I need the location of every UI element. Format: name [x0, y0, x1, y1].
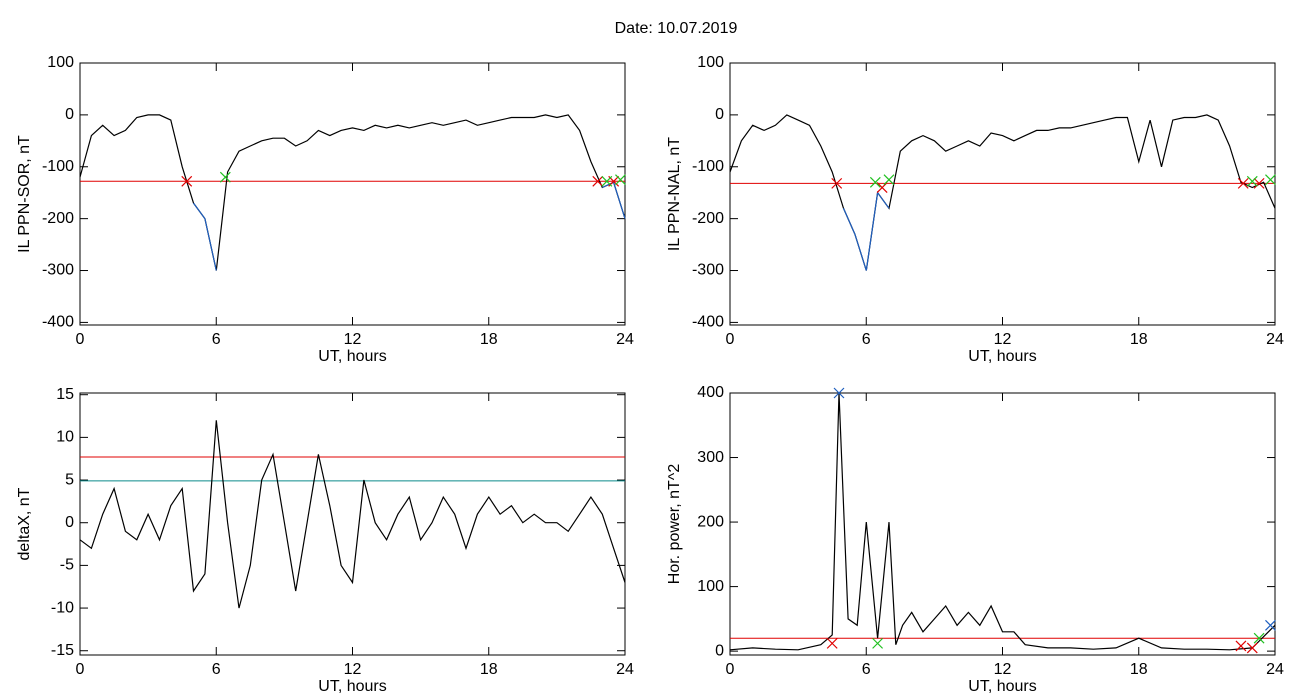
marker — [826, 637, 838, 649]
plot-frame — [79, 392, 626, 656]
x-tick-label: 24 — [1266, 331, 1284, 348]
y-tick-label: -200 — [42, 210, 74, 227]
x-tick-label: 0 — [76, 661, 85, 678]
y-tick-label: 400 — [697, 384, 724, 401]
x-axis-label: UT, hours — [318, 678, 386, 695]
marker — [615, 174, 626, 186]
y-tick-label: 100 — [697, 578, 724, 595]
marker — [833, 387, 845, 399]
y-tick-label: -100 — [42, 158, 74, 175]
x-tick-label: 12 — [994, 331, 1012, 348]
y-tick-label: 300 — [697, 449, 724, 466]
marker — [1265, 174, 1276, 186]
x-tick-label: 24 — [616, 661, 634, 678]
x-tick-label: 6 — [862, 661, 871, 678]
x-tick-label: 18 — [480, 661, 498, 678]
y-tick-label: 5 — [65, 471, 74, 488]
x-tick-label: 24 — [616, 331, 634, 348]
y-tick-label: -10 — [51, 599, 74, 616]
marker — [601, 175, 613, 187]
x-tick-label: 12 — [994, 661, 1012, 678]
x-tick-label: 12 — [344, 661, 362, 678]
x-tick-label: 0 — [726, 661, 735, 678]
marker — [219, 171, 231, 183]
y-tick-label: 0 — [65, 106, 74, 123]
x-tick-label: 18 — [1130, 331, 1148, 348]
data-line — [729, 114, 1276, 271]
plot-frame — [729, 62, 1276, 326]
marker — [181, 175, 193, 187]
y-tick-label: -300 — [42, 262, 74, 279]
y-tick-label: -400 — [42, 314, 74, 331]
marker — [1265, 619, 1276, 631]
data-line — [79, 114, 626, 271]
y-axis-label: Hor. power, nT^2 — [666, 464, 683, 585]
x-axis-label: UT, hours — [968, 348, 1036, 365]
x-axis-label: UT, hours — [318, 348, 386, 365]
y-tick-label: -100 — [692, 158, 724, 175]
marker — [1253, 177, 1265, 189]
data-line — [193, 181, 626, 271]
marker — [876, 182, 888, 193]
y-tick-label: 15 — [56, 386, 74, 403]
data-line — [79, 420, 626, 609]
x-tick-label: 6 — [212, 661, 221, 678]
y-tick-label: -15 — [51, 642, 74, 659]
data-line — [729, 392, 1276, 651]
marker — [831, 177, 843, 189]
y-tick-label: 100 — [697, 54, 724, 71]
x-tick-label: 6 — [862, 331, 871, 348]
marker — [1246, 175, 1258, 187]
marker — [1237, 177, 1249, 189]
x-tick-label: 0 — [76, 331, 85, 348]
y-tick-label: 100 — [47, 54, 74, 71]
y-tick-label: 200 — [697, 513, 724, 530]
y-tick-label: 0 — [715, 642, 724, 659]
x-tick-label: 0 — [726, 331, 735, 348]
x-tick-label: 18 — [480, 331, 498, 348]
y-axis-label: deltaX, nT — [16, 487, 33, 560]
data-line — [844, 193, 1276, 271]
y-tick-label: -300 — [692, 262, 724, 279]
y-axis-label: IL PPN-SOR, nT — [16, 135, 33, 253]
marker — [1253, 632, 1265, 644]
x-tick-label: 24 — [1266, 661, 1284, 678]
y-tick-label: -5 — [60, 557, 74, 574]
marker — [869, 176, 881, 188]
x-axis-label: UT, hours — [968, 678, 1036, 695]
x-tick-label: 12 — [344, 331, 362, 348]
marker — [1246, 642, 1258, 654]
y-tick-label: 0 — [715, 106, 724, 123]
x-tick-label: 18 — [1130, 661, 1148, 678]
marker — [1235, 640, 1247, 652]
y-tick-label: -400 — [692, 314, 724, 331]
figure-title: Date: 10.07.2019 — [615, 20, 738, 37]
x-tick-label: 6 — [212, 331, 221, 348]
y-axis-label: IL PPN-NAL, nT — [666, 137, 683, 251]
y-tick-label: 10 — [56, 429, 74, 446]
y-tick-label: 0 — [65, 514, 74, 531]
y-tick-label: -200 — [692, 210, 724, 227]
marker — [592, 175, 604, 187]
plot-frame — [79, 62, 626, 326]
plot-frame — [729, 392, 1276, 656]
marker — [883, 174, 895, 186]
marker — [872, 637, 884, 649]
